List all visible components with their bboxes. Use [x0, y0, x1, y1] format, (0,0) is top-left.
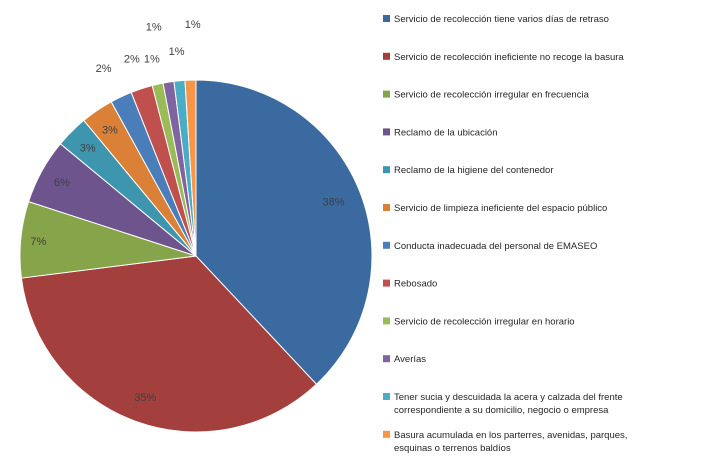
- pie-data-labels: 38% 35% 7% 6% 3% 3% 2% 2% 1% 1% 1% 1%: [30, 19, 344, 404]
- legend-label-4: Reclamo de la ubicación: [394, 127, 498, 138]
- pie-data-label-8: 2%: [124, 54, 140, 66]
- pie-data-label-6: 3%: [102, 124, 118, 136]
- legend-label-1: Servicio de recolección tiene varios día…: [394, 14, 609, 25]
- pie-slice-12: [184, 79, 197, 257]
- legend-label-8: Rebosado: [394, 279, 437, 290]
- pie-data-label-2: 35%: [134, 392, 156, 404]
- legend-swatch-2: [383, 52, 390, 60]
- legend-swatch-10: [383, 355, 390, 363]
- pie-slice-2: [20, 255, 318, 433]
- legend-swatch-12: [383, 430, 390, 438]
- pie-data-label-10: 1%: [146, 22, 162, 34]
- legend: Servicio de recolección tiene varios día…: [383, 14, 627, 454]
- legend-swatch-8: [383, 279, 390, 287]
- pie-slice-1: [195, 79, 373, 386]
- pie-data-label-1: 38%: [322, 197, 344, 209]
- legend-swatch-4: [383, 128, 390, 136]
- pie-data-label-3: 7%: [30, 236, 46, 248]
- pie-slices: [19, 79, 373, 433]
- legend-label-7: Conducta inadecuada del personal de EMAS…: [394, 241, 597, 252]
- legend-label-12: Basura acumulada en los parterres, aveni…: [394, 430, 627, 454]
- pie-data-label-9: 1%: [144, 54, 160, 66]
- legend-swatch-9: [383, 317, 390, 325]
- legend-swatch-3: [383, 90, 390, 98]
- pie-data-label-12: 1%: [185, 19, 201, 31]
- legend-label-3: Servicio de recolección irregular en fre…: [394, 90, 590, 101]
- legend-swatch-6: [383, 204, 390, 211]
- legend-label-10: Averías: [394, 354, 426, 365]
- legend-label-9: Servicio de recolección irregular en hor…: [394, 316, 575, 327]
- legend-swatch-5: [383, 166, 390, 174]
- legend-label-5: Reclamo de la higiene del contenedor: [394, 165, 554, 176]
- pie-data-label-4: 6%: [54, 177, 70, 189]
- legend-swatch-1: [383, 15, 390, 22]
- pie-data-label-5: 3%: [80, 143, 96, 155]
- legend-swatch-11: [383, 393, 390, 400]
- pie-data-label-7: 2%: [96, 63, 112, 75]
- legend-swatch-7: [383, 241, 390, 249]
- legend-label-11: Tener sucia y descuidada la acera y calz…: [394, 392, 623, 416]
- legend-label-2: Servicio de recolección ineficiente no r…: [394, 52, 624, 63]
- pie-data-label-11: 1%: [169, 46, 185, 58]
- legend-label-6: Servicio de limpieza ineficiente del esp…: [394, 203, 607, 214]
